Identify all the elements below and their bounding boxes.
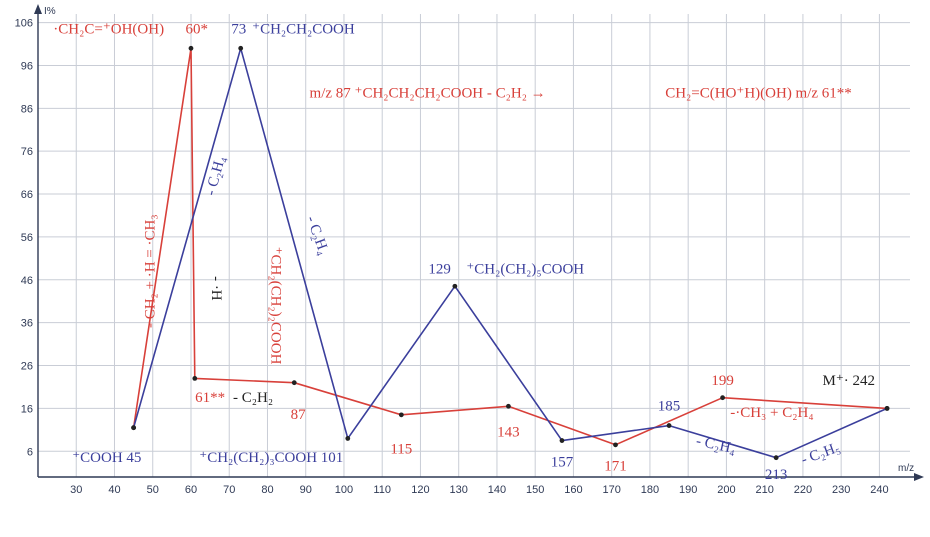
data-point-red <box>613 442 618 448</box>
annotation-a16: 157 <box>551 454 574 470</box>
data-point-red <box>188 45 194 51</box>
x-tick-label: 120 <box>411 484 429 496</box>
data-point-blue <box>773 455 779 461</box>
x-tick-label: 240 <box>870 484 888 496</box>
x-tick-label: 160 <box>564 484 582 496</box>
annotation-a3: 73 <box>231 21 246 37</box>
series-line-blue <box>132 47 888 459</box>
data-point-blue <box>345 436 351 441</box>
annotations: ·CH₂C=⁺OH(OH) 60* 73 ⁺CH₂CH₂COOH m/z 87 ⁺CH₂… <box>53 21 875 483</box>
y-tick-label: 96 <box>21 60 33 72</box>
annotation-a21: -·CH₃ + C₂H₄ <box>730 405 813 421</box>
annotation-a9: 61** <box>195 390 225 406</box>
x-axis-label: m/z <box>898 463 914 474</box>
x-tick-label: 200 <box>717 484 735 496</box>
y-tick-label: 66 <box>21 189 33 201</box>
x-tick-label: 170 <box>603 484 621 496</box>
y-tick-label: 56 <box>21 232 33 244</box>
annotation-a15: 143 <box>497 424 520 440</box>
data-point-red <box>291 380 297 386</box>
x-tick-label: 60 <box>185 484 197 496</box>
grid <box>38 14 910 477</box>
series-lines <box>131 45 890 461</box>
annotation-a23: - C₂H₄ <box>695 433 737 457</box>
annotation-a20: M⁺· 242 <box>823 373 876 389</box>
data-point-red <box>398 412 404 418</box>
y-tick-label: 46 <box>21 275 33 287</box>
annotation-a28: - ·H <box>208 276 224 301</box>
data-point-blue <box>452 283 458 289</box>
x-tick-label: 70 <box>223 484 235 496</box>
x-tick-label: 100 <box>335 484 353 496</box>
annotation-a27: - CH₂ + ·H = ·CH₃ <box>143 214 159 328</box>
y-tick-label: 6 <box>27 446 33 458</box>
x-tick-label: 110 <box>373 484 391 496</box>
y-tick-label: 76 <box>21 146 33 158</box>
x-tick-label: 130 <box>450 484 468 496</box>
data-point-blue <box>131 425 137 431</box>
tick-labels: 30 40 50 60 70 80 90 100 110 120 130 140 150 160 170 18… <box>15 18 889 496</box>
annotation-a29: ⁺CH₂(CH₂)₂COOH <box>267 247 283 365</box>
annotation-a7: 129 <box>428 261 451 277</box>
x-tick-label: 90 <box>300 484 312 496</box>
y-axis-arrow <box>34 4 42 14</box>
annotation-a2: 60* <box>185 21 208 37</box>
annotation-a5: m/z 87 ⁺CH₂CH₂CH₂COOH - C₂H₂ → <box>310 86 546 102</box>
y-tick-label: 106 <box>15 18 33 30</box>
axes <box>34 4 924 481</box>
annotation-a11: 87 <box>291 407 307 423</box>
data-point-red <box>506 403 511 409</box>
data-point-blue <box>559 438 565 443</box>
annotation-a4: ⁺CH₂CH₂COOH <box>252 21 355 37</box>
data-point-blue <box>666 423 672 428</box>
y-tick-label: 36 <box>21 318 33 330</box>
annotation-a13: ⁺CH₂(CH₂)₃COOH 101 <box>199 450 343 466</box>
annotation-a17: 171 <box>604 459 627 475</box>
annotation-a10: - C₂H₂ <box>233 390 273 406</box>
annotation-a19: 199 <box>711 373 734 389</box>
x-tick-label: 190 <box>679 484 697 496</box>
x-axis-arrow <box>914 473 924 481</box>
x-tick-label: 140 <box>488 484 506 496</box>
annotation-a1: ·CH₂C=⁺OH(OH) <box>53 21 164 37</box>
data-point-blue <box>238 45 244 51</box>
annotation-a8: ⁺CH₂(CH₂)₅COOH <box>466 261 584 277</box>
x-tick-label: 210 <box>755 484 773 496</box>
series-line-red <box>132 47 888 446</box>
x-tick-label: 220 <box>794 484 812 496</box>
y-tick-label: 86 <box>21 103 33 115</box>
data-point-blue <box>884 406 890 411</box>
x-tick-label: 180 <box>641 484 659 496</box>
x-tick-label: 50 <box>147 484 159 496</box>
x-tick-label: 40 <box>108 484 120 496</box>
y-tick-label: 16 <box>21 403 33 415</box>
annotation-a25: - C₂H₄ <box>203 154 229 197</box>
y-tick-label: 26 <box>21 361 33 373</box>
annotation-a6: CH₂=C(HO⁺H)(OH) m/z 61** <box>665 86 852 102</box>
annotation-a14: 115 <box>390 441 412 457</box>
x-tick-label: 150 <box>526 484 544 496</box>
annotation-a22: 213 <box>765 467 788 483</box>
x-tick-label: 80 <box>261 484 273 496</box>
annotation-a12: ⁺COOH 45 <box>72 450 141 466</box>
x-tick-label: 30 <box>70 484 82 496</box>
data-point-red <box>192 375 198 381</box>
data-point-red <box>720 395 725 401</box>
y-axis-label: I% <box>44 6 56 17</box>
x-tick-label: 230 <box>832 484 850 496</box>
annotation-a18: 185 <box>658 399 681 415</box>
annotation-a26: - C₂H₄ <box>303 214 332 257</box>
